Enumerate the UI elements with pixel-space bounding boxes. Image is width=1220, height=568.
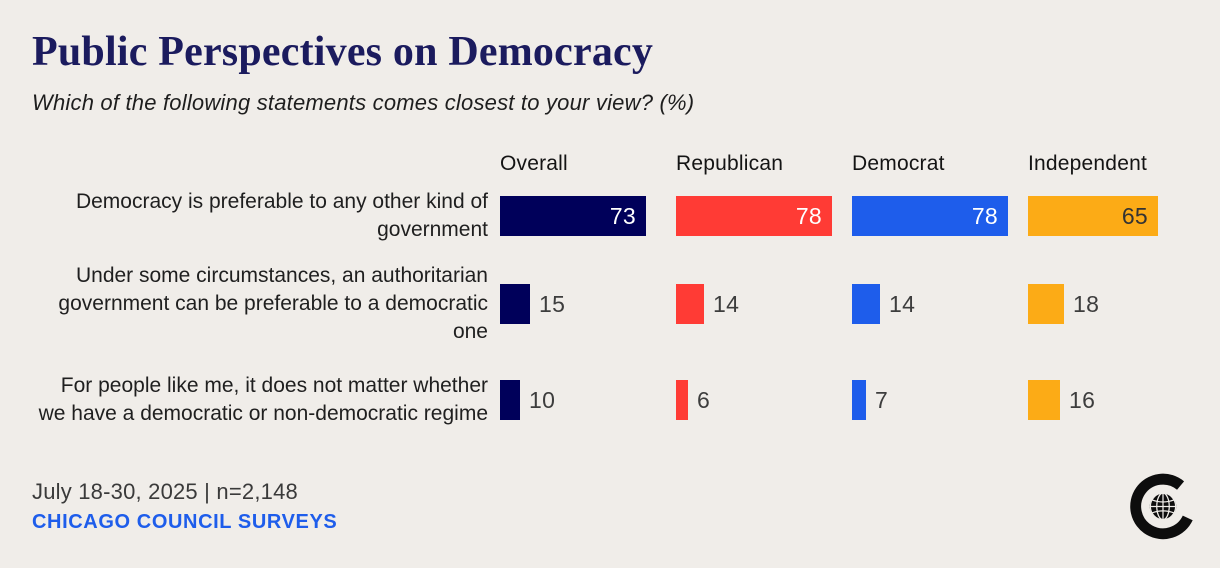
footer: July 18-30, 2025 | n=2,148 CHICAGO COUNC… (32, 479, 337, 534)
category-label: For people like me, it does not matter w… (38, 374, 488, 426)
value-label: 73 (609, 202, 636, 229)
bar-democrat (852, 380, 866, 421)
bar-republican (676, 284, 704, 325)
value-label: 14 (713, 290, 740, 317)
column-header-republican: Republican (676, 152, 784, 176)
column-header-overall: Overall (500, 152, 568, 176)
value-label: 65 (1121, 202, 1148, 229)
value-label: 78 (971, 202, 998, 229)
value-label: 16 (1069, 386, 1096, 413)
bar-democrat: 78 (852, 196, 1008, 237)
bar-cell-democrat: 7 (852, 380, 1028, 421)
survey-date-sample-size: July 18-30, 2025 | n=2,148 (32, 479, 298, 504)
bar-independent: 65 (1028, 196, 1158, 237)
bar-republican: 78 (676, 196, 832, 237)
bar-independent (1028, 380, 1060, 421)
bar-cell-independent: 18 (1028, 284, 1204, 325)
bar-overall (500, 284, 530, 325)
chicago-council-globe-c-logo (1124, 468, 1202, 548)
value-label: 78 (795, 202, 822, 229)
chart-row: Under some circumstances, an authoritari… (32, 256, 1202, 352)
grouped-bar-chart: Overall Republican Democrat Independent … (32, 148, 1202, 448)
category-label: Under some circumstances, an authoritari… (58, 264, 488, 344)
bar-independent (1028, 284, 1064, 325)
value-label: 10 (529, 386, 556, 413)
chart-rows: Democracy is preferable to any other kin… (32, 176, 1202, 448)
bar-cell-overall: 73 (500, 196, 676, 237)
bar-cell-independent: 16 (1028, 380, 1204, 421)
bar-cell-republican: 14 (676, 284, 852, 325)
value-label: 7 (875, 386, 889, 413)
brand-name: CHICAGO COUNCIL SURVEYS (32, 511, 338, 533)
bar-cell-independent: 65 (1028, 196, 1204, 237)
bar-democrat (852, 284, 880, 325)
bar-cell-overall: 10 (500, 380, 676, 421)
bar-overall: 73 (500, 196, 646, 237)
value-label: 15 (539, 290, 566, 317)
value-label: 18 (1073, 290, 1100, 317)
bar-republican (676, 380, 688, 421)
column-header-democrat: Democrat (852, 152, 945, 176)
bar-cell-republican: 6 (676, 380, 852, 421)
bar-cell-democrat: 78 (852, 196, 1028, 237)
column-header-row: Overall Republican Democrat Independent (32, 148, 1202, 176)
chart-row: For people like me, it does not matter w… (32, 352, 1202, 448)
bar-overall (500, 380, 520, 421)
page-title: Public Perspectives on Democracy (32, 29, 654, 75)
bar-cell-republican: 78 (676, 196, 852, 237)
value-label: 14 (889, 290, 916, 317)
bar-cell-overall: 15 (500, 284, 676, 325)
globe-c-icon (1130, 473, 1193, 540)
chart-row: Democracy is preferable to any other kin… (32, 176, 1202, 256)
column-header-independent: Independent (1028, 152, 1147, 176)
value-label: 6 (697, 386, 711, 413)
category-label: Democracy is preferable to any other kin… (75, 190, 488, 242)
chart-subtitle: Which of the following statements comes … (32, 90, 695, 116)
bar-cell-democrat: 14 (852, 284, 1028, 325)
